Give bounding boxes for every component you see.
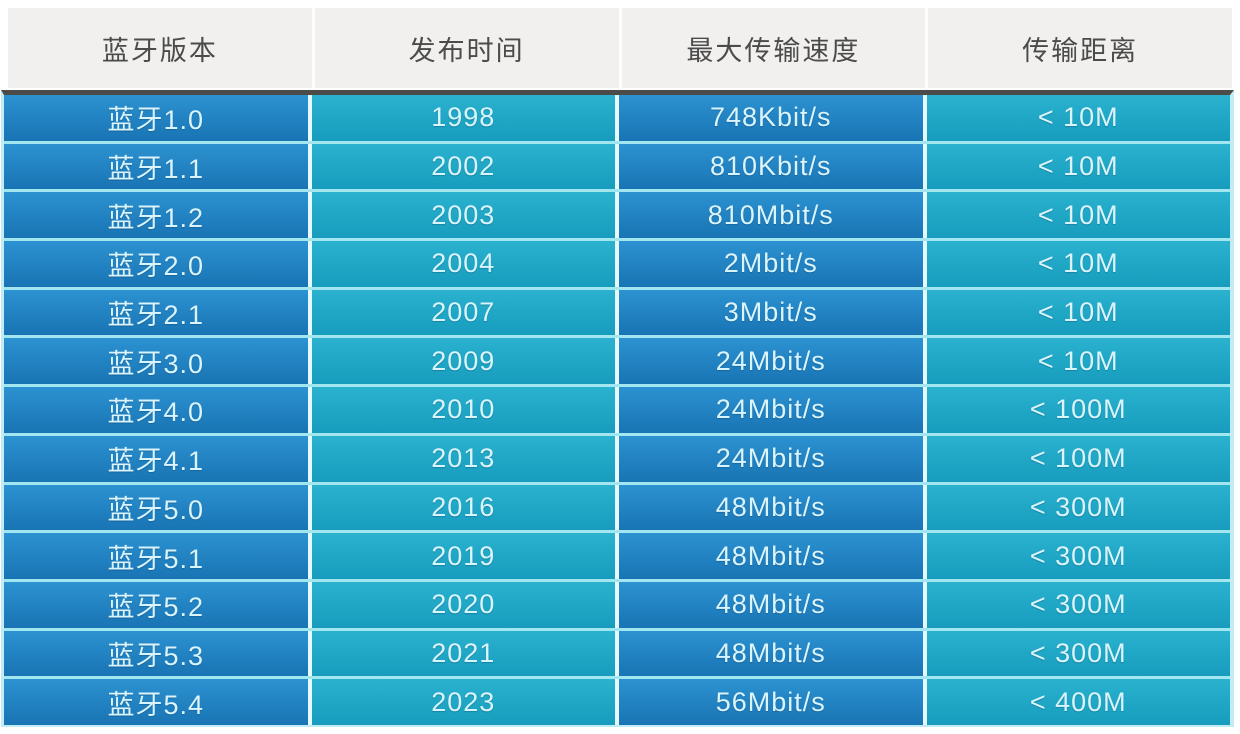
table-cell: 56Mbit/s (615, 679, 923, 725)
table-cell: < 10M (922, 241, 1230, 287)
table-cell: 蓝牙3.0 (4, 338, 308, 385)
table-row: 蓝牙5.0 2016 48Mbit/s < 300M (4, 481, 1230, 531)
table-cell: 蓝牙5.1 (4, 533, 308, 579)
table-row: 蓝牙1.1 2002 810Kbit/s < 10M (4, 140, 1230, 190)
table-cell: 48Mbit/s (615, 581, 923, 628)
table-cell: < 10M (922, 192, 1230, 239)
table-cell: 2020 (307, 581, 615, 628)
table-row: 蓝牙1.0 1998 748Kbit/s < 10M (4, 95, 1230, 141)
table-row: 蓝牙5.1 2019 48Mbit/s < 300M (4, 530, 1230, 579)
table-cell: < 10M (922, 95, 1230, 141)
table-cell: < 300M (922, 533, 1230, 579)
table-row: 蓝牙2.0 2004 2Mbit/s < 10M (4, 238, 1230, 287)
table-cell: 2007 (307, 289, 615, 336)
table-row: 蓝牙4.1 2013 24Mbit/s < 100M (4, 432, 1230, 482)
table-cell: 2003 (307, 192, 615, 239)
column-header-bluetooth-version: 蓝牙版本 (101, 35, 218, 66)
table-cell: 3Mbit/s (615, 289, 923, 336)
table-header-row: 蓝牙版本 发布时间 最大传输速度 传输距离 (8, 8, 1232, 88)
table-cell: 810Kbit/s (615, 143, 923, 190)
table-row: 蓝牙4.0 2010 24Mbit/s < 100M (4, 384, 1230, 433)
table-cell: < 10M (922, 289, 1230, 336)
table-row: 蓝牙1.2 2003 810Mbit/s < 10M (4, 189, 1230, 239)
table-cell: < 100M (922, 387, 1230, 433)
column-header-transmission-distance: 传输距离 (925, 8, 1232, 88)
table-cell: < 10M (922, 143, 1230, 190)
table-row: 蓝牙5.3 2021 48Mbit/s < 300M (4, 627, 1230, 677)
table-cell: 2002 (307, 143, 615, 190)
table-cell: 蓝牙1.1 (4, 143, 308, 190)
table-cell: 蓝牙5.0 (4, 484, 308, 531)
table-cell: 蓝牙1.0 (4, 95, 308, 141)
table-cell: 24Mbit/s (615, 387, 923, 433)
table-row: 蓝牙2.1 2007 3Mbit/s < 10M (4, 286, 1230, 336)
table-cell: 蓝牙1.2 (4, 192, 308, 239)
table-cell: < 300M (922, 630, 1230, 677)
table-cell: 蓝牙5.4 (4, 679, 308, 725)
table-cell: 蓝牙4.0 (4, 387, 308, 433)
table-cell: 蓝牙4.1 (4, 435, 308, 482)
table-cell: < 300M (922, 581, 1230, 628)
table-cell: < 10M (922, 338, 1230, 385)
table-cell: 48Mbit/s (615, 533, 923, 579)
table-cell: 810Mbit/s (615, 192, 923, 239)
table-cell: 48Mbit/s (615, 630, 923, 677)
table-cell: < 300M (922, 484, 1230, 531)
table-cell: 2010 (307, 387, 615, 433)
table-cell: < 400M (922, 679, 1230, 725)
table-cell: 2023 (307, 679, 615, 725)
table-cell: 24Mbit/s (615, 435, 923, 482)
table-cell: 2016 (307, 484, 615, 531)
table-cell: 1998 (307, 95, 615, 141)
table-cell: 蓝牙2.1 (4, 289, 308, 336)
table-cell: 2013 (307, 435, 615, 482)
table-cell: 蓝牙5.3 (4, 630, 308, 677)
table-cell: 24Mbit/s (615, 338, 923, 385)
table-cell: 2004 (307, 241, 615, 287)
table-cell: 蓝牙2.0 (4, 241, 308, 287)
table-cell: < 100M (922, 435, 1230, 482)
column-header-release-date: 发布时间 (311, 8, 619, 88)
table-cell: 蓝牙5.2 (4, 581, 308, 628)
table-row: 蓝牙5.2 2020 48Mbit/s < 300M (4, 578, 1230, 628)
table-cell: 2009 (307, 338, 615, 385)
table-cell: 2021 (307, 630, 615, 677)
table-cell: 48Mbit/s (615, 484, 923, 531)
table-cell: 2019 (307, 533, 615, 579)
table-row: 蓝牙3.0 2009 24Mbit/s < 10M (4, 335, 1230, 385)
table-row: 蓝牙5.4 2023 56Mbit/s < 400M (4, 676, 1230, 725)
table-cell: 2Mbit/s (615, 241, 923, 287)
table-cell: 748Kbit/s (615, 95, 923, 141)
bluetooth-version-table-body: 蓝牙1.0 1998 748Kbit/s < 10M 蓝牙1.1 2002 810Kbit/… (1, 90, 1234, 727)
column-header-max-transfer-speed: 最大传输速度 (618, 8, 926, 88)
